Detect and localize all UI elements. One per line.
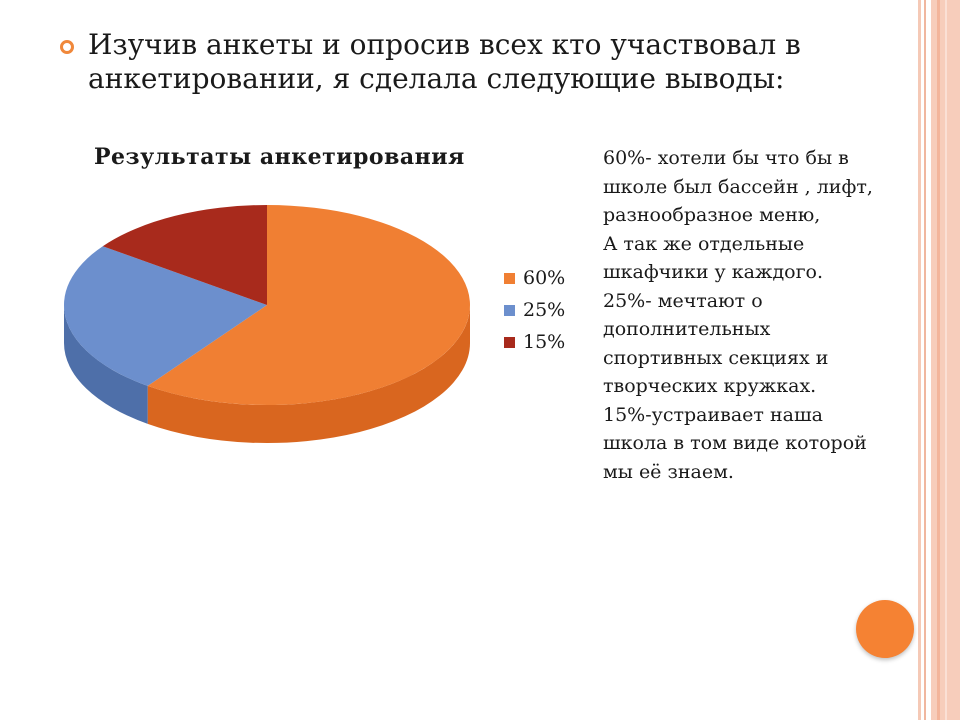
- bullet-ring-icon: [60, 40, 74, 54]
- bullet-text: Изучив анкеты и опросив всех кто участво…: [88, 28, 801, 95]
- pie-chart: [63, 205, 471, 443]
- conclusions-text: 60%- хотели бы что бы в школе был бассей…: [603, 147, 873, 483]
- legend-item-25: 25%: [504, 294, 565, 326]
- decorative-stripes: [918, 0, 960, 720]
- chart-legend: 60% 25% 15%: [504, 262, 565, 358]
- legend-swatch-60: [504, 272, 515, 284]
- legend-item-15: 15%: [504, 326, 565, 358]
- legend-item-60: 60%: [504, 262, 565, 294]
- pie-slice-15: [102, 205, 267, 305]
- pie-side-60: [147, 305, 470, 443]
- pie-slice-60: [147, 205, 471, 406]
- legend-label-15: 15%: [523, 331, 566, 353]
- legend-label-25: 25%: [523, 299, 566, 321]
- pie-slice-25: [63, 246, 267, 386]
- legend-swatch-15: [504, 336, 515, 348]
- pie-side-walls: [64, 305, 470, 443]
- legend-label-60: 60%: [523, 267, 566, 289]
- pie-side-25: [64, 305, 148, 424]
- legend-swatch-25: [504, 304, 515, 316]
- chart-title: Результаты анкетирования: [94, 144, 465, 170]
- decorative-circle-icon: [856, 600, 914, 658]
- pie-top-faces: [63, 205, 471, 406]
